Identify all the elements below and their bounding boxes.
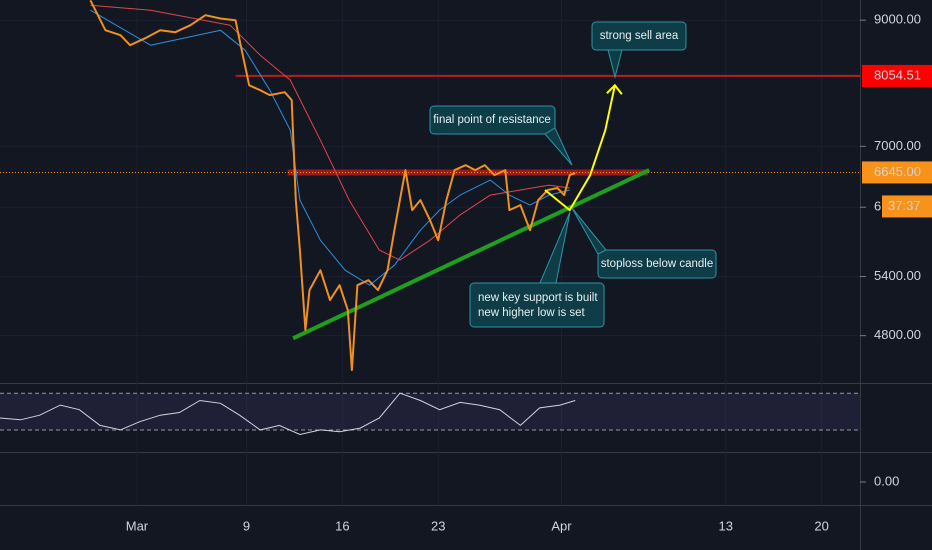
- trendline: [292, 168, 650, 341]
- y-tick-label: 0.00: [874, 473, 899, 488]
- level-badge: [862, 161, 932, 184]
- callout-pointer: [539, 211, 571, 284]
- y-tick-label: 9000.00: [874, 12, 921, 27]
- level-label: 6645.00: [874, 164, 921, 179]
- level-badge: [862, 64, 932, 87]
- callout-pointer: [607, 49, 623, 79]
- price-series: [90, 9, 570, 286]
- countdown-badge: [882, 195, 932, 218]
- callouts: strong sell area final point of resistan…: [429, 21, 717, 328]
- callout-box: [429, 105, 556, 135]
- x-tick-label: 16: [335, 518, 349, 533]
- x-tick-label: 20: [814, 518, 828, 533]
- callout-pointer: [571, 207, 607, 255]
- price-series: [90, 4, 570, 261]
- callout-box: [597, 249, 717, 279]
- callout-text: strong sell area: [600, 30, 679, 42]
- y-tick-label: 7000.00: [874, 138, 921, 153]
- callout-text: final point of resistance: [433, 114, 551, 126]
- y-tick-label: 4800.00: [874, 327, 921, 342]
- rsi-line: [0, 392, 576, 436]
- x-tick-label: Apr: [551, 518, 572, 533]
- callout-box: [591, 21, 687, 51]
- price-axis: Mar91623Apr13209000.007000.006200.005400…: [126, 12, 932, 533]
- countdown: 37:37: [888, 198, 921, 213]
- callout-box: [469, 282, 605, 328]
- x-tick-label: 13: [719, 518, 733, 533]
- callout-text: new key support is built: [478, 292, 598, 304]
- price-series: [89, 0, 576, 371]
- x-tick-label: Mar: [126, 518, 149, 533]
- x-tick-label: 23: [431, 518, 445, 533]
- projection-arrow: [606, 83, 623, 95]
- rsi-band: [0, 393, 860, 430]
- x-tick-label: 9: [243, 518, 250, 533]
- y-tick-label: 5400.00: [874, 268, 921, 283]
- callout-text: new higher low is set: [478, 307, 586, 319]
- projection-curve: [544, 85, 616, 212]
- callout-text: stoploss below candle: [601, 258, 714, 270]
- callout-pointer: [544, 127, 573, 166]
- level-label: 8054.51: [874, 67, 921, 82]
